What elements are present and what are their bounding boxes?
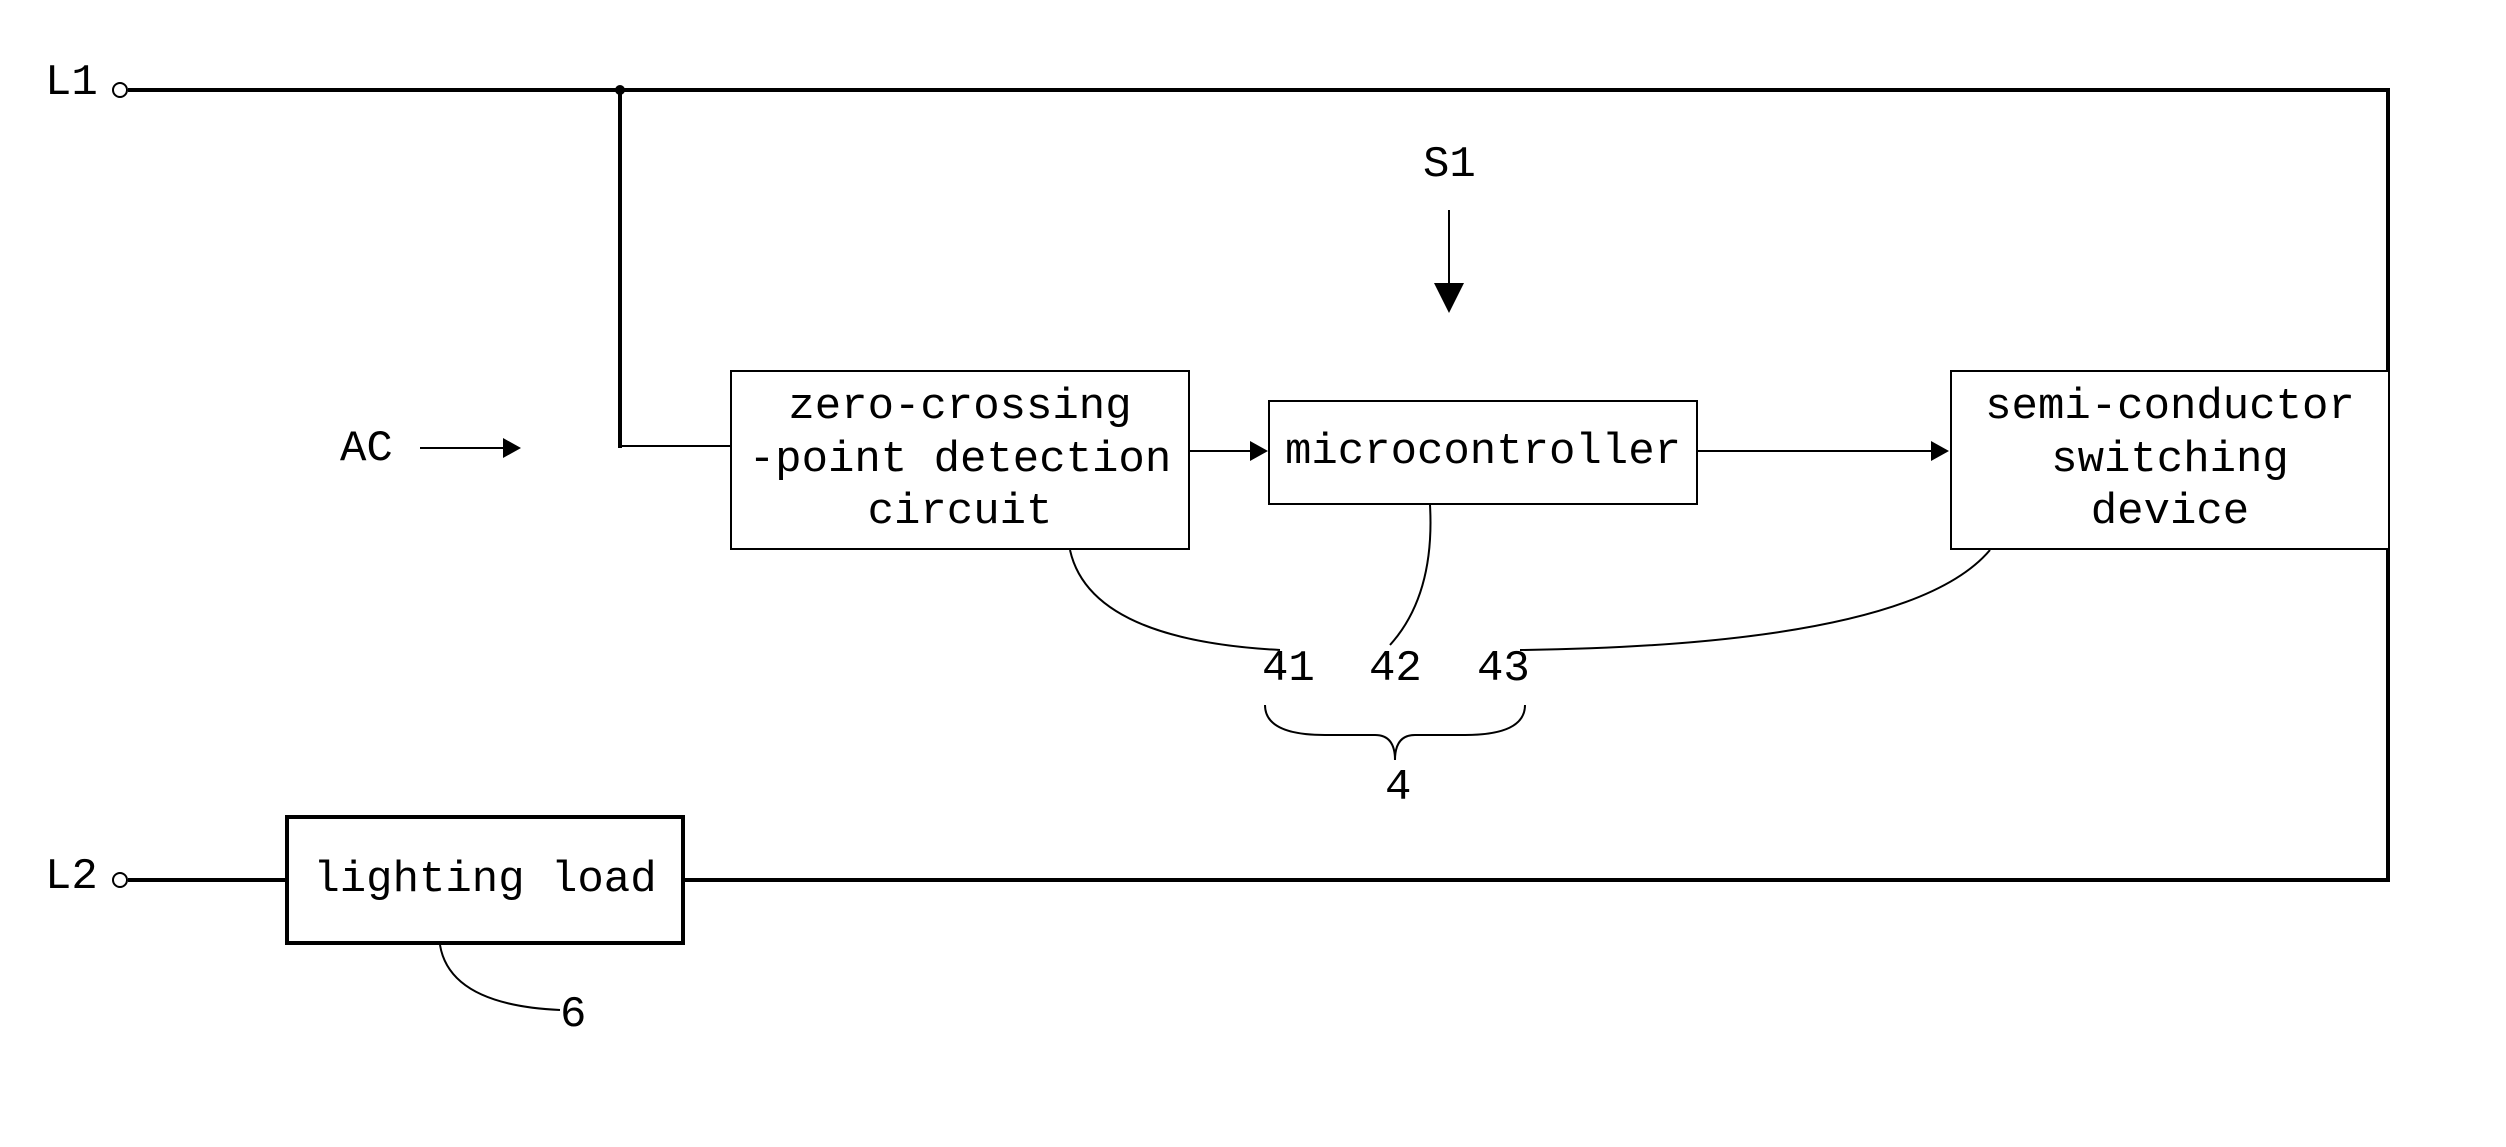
block-load: lighting load bbox=[285, 815, 685, 945]
brace-4 bbox=[1255, 700, 1535, 770]
wire-tap-vert bbox=[618, 88, 622, 448]
s1-label: S1 bbox=[1423, 140, 1476, 190]
s1-arrow-line bbox=[1448, 210, 1450, 285]
leader-6 bbox=[430, 945, 570, 1025]
wire-L2-left bbox=[128, 878, 288, 882]
ac-arrow-head bbox=[503, 438, 521, 458]
terminal-L1 bbox=[112, 82, 128, 98]
terminal-label-L1: L1 bbox=[45, 58, 98, 108]
block-switch: semi-conductor switching device bbox=[1950, 370, 2390, 550]
block-mcu: microcontroller bbox=[1268, 400, 1698, 505]
s1-arrow-head bbox=[1434, 283, 1464, 313]
leader-42 bbox=[1380, 505, 1440, 650]
leader-43 bbox=[1510, 550, 2000, 670]
arrow-zcp-mcu-head bbox=[1250, 441, 1268, 461]
wire-L2-right bbox=[685, 878, 2390, 882]
arrow-mcu-sw-head bbox=[1931, 441, 1949, 461]
arrow-mcu-sw-line bbox=[1698, 450, 1933, 452]
block-switch-text: semi-conductor switching device bbox=[1985, 381, 2355, 539]
terminal-label-L2: L2 bbox=[45, 852, 98, 902]
leader-41 bbox=[1060, 550, 1290, 670]
ref-43: 43 bbox=[1477, 644, 1530, 694]
wire-top bbox=[128, 88, 2390, 92]
wire-right-lower bbox=[2386, 550, 2390, 882]
node-tap bbox=[615, 85, 625, 95]
terminal-L2 bbox=[112, 872, 128, 888]
ac-arrow-line bbox=[420, 447, 505, 449]
wire-tap-horiz bbox=[620, 445, 730, 447]
ac-label: AC bbox=[340, 424, 393, 474]
block-zcp-text: zero-crossing -point detection circuit bbox=[749, 381, 1171, 539]
ref-4: 4 bbox=[1385, 763, 1411, 813]
block-mcu-text: microcontroller bbox=[1285, 426, 1681, 479]
block-zcp: zero-crossing -point detection circuit bbox=[730, 370, 1190, 550]
ref-42: 42 bbox=[1369, 644, 1422, 694]
ref-6: 6 bbox=[560, 990, 586, 1040]
arrow-zcp-mcu-line bbox=[1190, 450, 1252, 452]
block-load-text: lighting load bbox=[313, 854, 656, 907]
ref-41: 41 bbox=[1262, 644, 1315, 694]
